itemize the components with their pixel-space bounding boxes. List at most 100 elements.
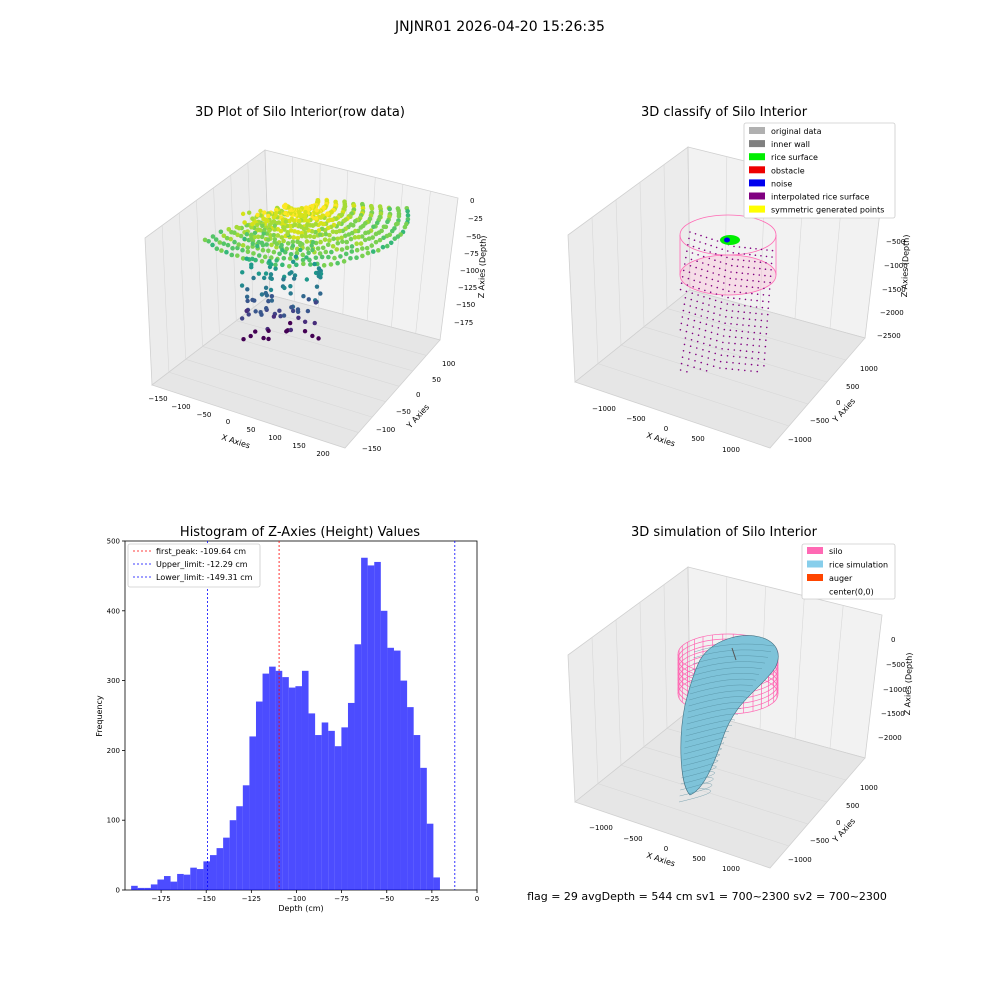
histogram-bar — [157, 879, 164, 890]
panel1-point — [268, 255, 274, 260]
panel4-legend-swatch — [807, 574, 823, 581]
panel1-point — [206, 238, 211, 244]
panel2-surface-point — [693, 319, 696, 322]
panel2-surface-point — [770, 269, 772, 271]
panel2-surface-point — [740, 337, 743, 339]
panel2-surface-point — [769, 275, 772, 278]
grid-line — [615, 619, 622, 766]
panel1-point — [310, 239, 316, 245]
panel1-point — [359, 234, 365, 239]
panel2-surface-point — [741, 330, 744, 333]
grid-line — [415, 191, 431, 334]
panel1-point — [344, 245, 350, 251]
panel4-legend: silo rice simulation auger center(0,0) — [801, 543, 896, 600]
panel1-point — [263, 271, 269, 276]
panel2-surface-point — [705, 236, 708, 239]
panel4-xtick: −1000 — [589, 824, 613, 832]
panel4-legend-label: auger — [829, 574, 853, 583]
histogram-bar — [380, 610, 388, 890]
panel2-surface-point — [686, 371, 688, 373]
panel2-surface-point — [756, 364, 759, 367]
panel4-rice-mesh-line — [685, 725, 733, 737]
panel1-point — [335, 260, 340, 266]
panel2-surface-point — [716, 286, 719, 289]
panel4-rice-mesh-line — [690, 678, 757, 689]
histogram-bar — [163, 876, 171, 890]
panel1-point — [288, 228, 294, 233]
panel2-surface-point — [736, 323, 738, 326]
panel1-xtick: 200 — [316, 450, 329, 458]
histogram-bar — [236, 806, 243, 890]
panel2-surface-point — [729, 329, 732, 332]
panel2-surface-point — [710, 244, 712, 247]
panel1-point — [295, 235, 301, 241]
panel2-surface-point — [767, 301, 770, 303]
panel1-point — [348, 236, 354, 242]
panel1-point — [370, 235, 376, 240]
panel2-surface-point — [759, 267, 761, 270]
histogram-bar — [288, 687, 296, 890]
panel1-point — [268, 287, 274, 293]
panel1-point — [268, 232, 273, 238]
panel2-surface-point — [683, 303, 686, 306]
panel2-surface-point — [701, 268, 703, 271]
panel2-ztick: −2500 — [877, 332, 901, 340]
panel2-surface-point — [679, 329, 682, 331]
panel1-point — [327, 232, 332, 238]
panel1-point — [266, 213, 271, 219]
panel2-surface-point — [685, 256, 687, 259]
panel1-point — [239, 316, 245, 321]
panel1-point — [329, 249, 334, 255]
panel2-surface-point — [771, 256, 773, 258]
panel1-point — [214, 246, 220, 252]
panel2-surface-point — [739, 356, 741, 358]
panel2-ztick: −2000 — [880, 309, 904, 317]
panel2-surface-point — [721, 248, 723, 250]
panel4-zlabel: Z Axies (Depth) — [903, 652, 914, 715]
panel2-surface-point — [710, 285, 713, 287]
panel1-point — [240, 211, 246, 217]
panel1-point — [305, 308, 311, 314]
panel1-ztick: −25 — [468, 215, 483, 223]
panel2-surface-point — [771, 249, 774, 252]
panel2-surface-point — [680, 362, 683, 365]
panel2-surface-point — [718, 320, 720, 323]
panel1-point — [267, 228, 272, 233]
panel1-point — [271, 314, 277, 319]
panel2-surface-point — [687, 358, 690, 360]
panel1-point — [259, 292, 265, 297]
panel4-rice-mesh-line — [680, 771, 715, 785]
panel2-surface-point — [732, 303, 734, 306]
panel2-surface-point — [761, 313, 763, 315]
histogram-bar — [177, 873, 184, 890]
panel2-surface-point — [735, 278, 737, 280]
panel1-point — [234, 224, 239, 230]
panel4-legend-swatch — [807, 587, 823, 595]
panel4-xtick: 500 — [692, 855, 705, 863]
panel2-silo-bottom-rim — [679, 254, 777, 296]
panel2-surface-point — [689, 305, 692, 307]
grid-line — [615, 199, 622, 346]
panel2-surface-point — [746, 279, 749, 282]
panel1-point — [217, 240, 223, 245]
histogram-bar — [262, 673, 270, 890]
panel1-point — [302, 230, 308, 236]
grid-line — [196, 200, 203, 347]
panel1-point — [302, 213, 308, 219]
panel1-point — [303, 209, 308, 215]
panel1-point — [291, 235, 297, 240]
panel1-point — [310, 223, 315, 228]
panel1-point — [266, 237, 271, 242]
panel2-surface-point — [715, 246, 718, 249]
panel2-surface-point — [690, 339, 693, 341]
panel2-surface-point — [737, 259, 739, 261]
panel1-point — [360, 246, 365, 251]
panel1-point — [304, 277, 310, 282]
panel2-surface-point — [686, 324, 689, 327]
panel1-point — [377, 237, 383, 243]
panel1-point — [288, 251, 294, 257]
grid-line — [663, 584, 668, 729]
histogram-bar — [426, 823, 434, 890]
panel1-point — [313, 215, 319, 221]
panel1-point — [374, 220, 380, 226]
